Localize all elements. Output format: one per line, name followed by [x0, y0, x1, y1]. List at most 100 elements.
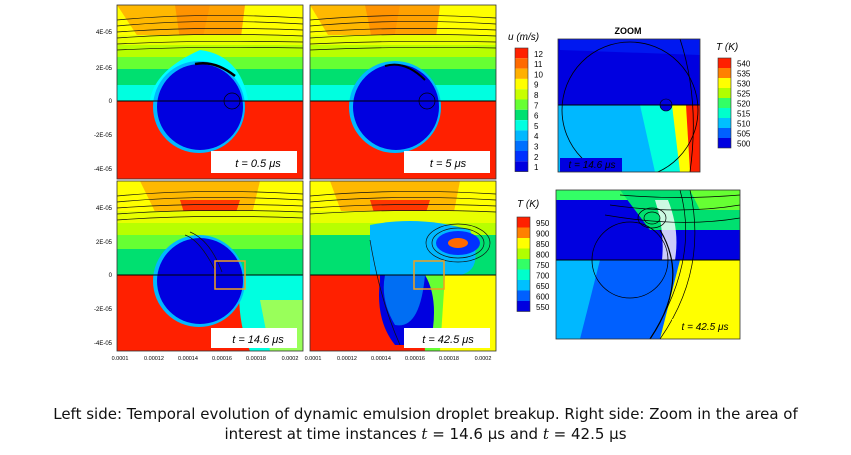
figure-caption: Left side: Temporal evolution of dynamic… — [0, 404, 851, 444]
legend-swatch — [517, 280, 530, 291]
legend-swatch — [718, 108, 731, 118]
legend-swatch — [718, 118, 731, 128]
legend-frame — [514, 47, 529, 172]
zoom-top-time-label: t = 14.6 μs — [569, 160, 616, 171]
x-tick-label: 0.00016 — [212, 356, 232, 362]
legend-swatch — [515, 89, 528, 100]
panel-c — [117, 181, 303, 351]
legend-swatch — [718, 68, 731, 78]
legend-frame — [717, 57, 732, 149]
legend-label: 12 — [534, 50, 543, 59]
legend-swatch — [517, 238, 530, 249]
legend-swatch — [515, 58, 528, 69]
y-tick-label: 4E-05 — [96, 30, 113, 36]
legend-label: 540 — [737, 60, 751, 69]
legend-swatch — [718, 98, 731, 108]
zoom-top-panel — [558, 39, 700, 172]
legend-swatch — [718, 128, 731, 138]
panel-d-time-label: t = 42.5 μs — [422, 334, 474, 346]
legend-label: 950 — [536, 219, 550, 228]
legend-label: 650 — [536, 282, 550, 291]
x-tick-label: 0.00012 — [144, 356, 164, 362]
velocity-legend-title: u (m/s) — [508, 32, 539, 43]
x-tick-label: 0.00018 — [439, 356, 459, 362]
y-tick-label: -4E-05 — [94, 341, 113, 347]
x-axis-right: 0.0001 0.00012 0.00014 0.00016 0.00018 0… — [305, 356, 492, 362]
legend-label: 500 — [737, 140, 751, 149]
zoom-title: ZOOM — [615, 26, 642, 36]
legend-swatch — [515, 130, 528, 141]
y-tick-label: 0 — [109, 273, 113, 279]
legend-label: 10 — [534, 70, 543, 79]
y-tick-label: 2E-05 — [96, 240, 113, 246]
x-tick-label: 0.0001 — [305, 356, 322, 362]
legend-swatch — [515, 120, 528, 131]
legend-label: 750 — [536, 261, 550, 270]
legend-label: 700 — [536, 272, 550, 281]
y-tick-label: 0 — [109, 99, 113, 105]
legend-label: 1 — [534, 163, 539, 172]
legend-label: 5 — [534, 122, 539, 131]
legend-label: 9 — [534, 81, 539, 90]
legend-swatch — [515, 140, 528, 151]
legend-label: 4 — [534, 132, 539, 141]
legend-swatch — [515, 151, 528, 162]
legend-label: 530 — [737, 80, 751, 89]
caption-time-var-2: t — [542, 425, 549, 443]
caption-time-value-1: = 14.6 μs and — [427, 425, 543, 443]
legend-label: 850 — [536, 240, 550, 249]
legend-label: 8 — [534, 91, 539, 100]
legend-swatch — [517, 290, 530, 301]
caption-time-value-2: = 42.5 μs — [548, 425, 627, 443]
panel-c-time-label: t = 14.6 μs — [232, 334, 284, 346]
legend-label: 550 — [536, 303, 550, 312]
legend-swatch — [515, 68, 528, 79]
y-axis-bottom: 4E-05 2E-05 0 -2E-05 -4E-05 — [94, 206, 113, 347]
legend-label: 525 — [737, 90, 751, 99]
panel-a-time-label: t = 0.5 μs — [235, 158, 281, 170]
y-axis-top: 4E-05 2E-05 0 -2E-05 -4E-05 — [94, 30, 113, 173]
legend-swatch — [517, 248, 530, 259]
x-tick-label: 0.00018 — [246, 356, 266, 362]
legend-swatch — [718, 58, 731, 68]
legend-swatch — [515, 109, 528, 121]
legend-swatch — [515, 99, 528, 110]
x-tick-label: 0.0001 — [112, 356, 129, 362]
legend-label: 515 — [737, 110, 751, 119]
legend-label: 520 — [737, 100, 751, 109]
legend-label: 3 — [534, 143, 539, 152]
zoom-bottom-time-label: t = 42.5 μs — [682, 322, 729, 333]
panel-b-time-label: t = 5 μs — [430, 158, 467, 170]
zoom-top-legend-title: T (K) — [716, 42, 738, 53]
x-axis-left: 0.0001 0.00012 0.00014 0.00016 0.00018 0… — [112, 356, 299, 362]
legend-label: 11 — [534, 60, 543, 69]
caption-time-var-1: t — [421, 425, 428, 443]
legend-frame — [516, 216, 531, 312]
x-tick-label: 0.0002 — [282, 356, 299, 362]
caption-line-2: interest at time instances t = 14.6 μs a… — [0, 424, 851, 444]
zoom-bottom-legend-title: T (K) — [517, 199, 539, 210]
x-tick-label: 0.00016 — [405, 356, 425, 362]
legend-swatch — [517, 227, 530, 238]
legend-label: 6 — [534, 112, 539, 121]
legend-label: 800 — [536, 251, 550, 260]
zoom-bottom-panel — [556, 190, 740, 339]
legend-swatch — [517, 259, 530, 270]
panel-a — [117, 5, 303, 179]
caption-line-1: Left side: Temporal evolution of dynamic… — [53, 405, 798, 423]
x-tick-label: 0.0002 — [475, 356, 492, 362]
legend-label: 7 — [534, 101, 539, 110]
legend-swatch — [718, 78, 731, 88]
y-tick-label: 4E-05 — [96, 206, 113, 212]
y-tick-label: -2E-05 — [94, 307, 113, 313]
legend-swatch — [515, 48, 528, 59]
legend-label: 600 — [536, 293, 550, 302]
legend-swatch — [718, 88, 731, 98]
legend-label: 535 — [737, 70, 751, 79]
legend-label: 2 — [534, 153, 539, 162]
x-tick-label: 0.00014 — [178, 356, 198, 362]
panel-b — [310, 5, 496, 179]
caption-line-2-prefix: interest at time instances — [224, 425, 422, 443]
